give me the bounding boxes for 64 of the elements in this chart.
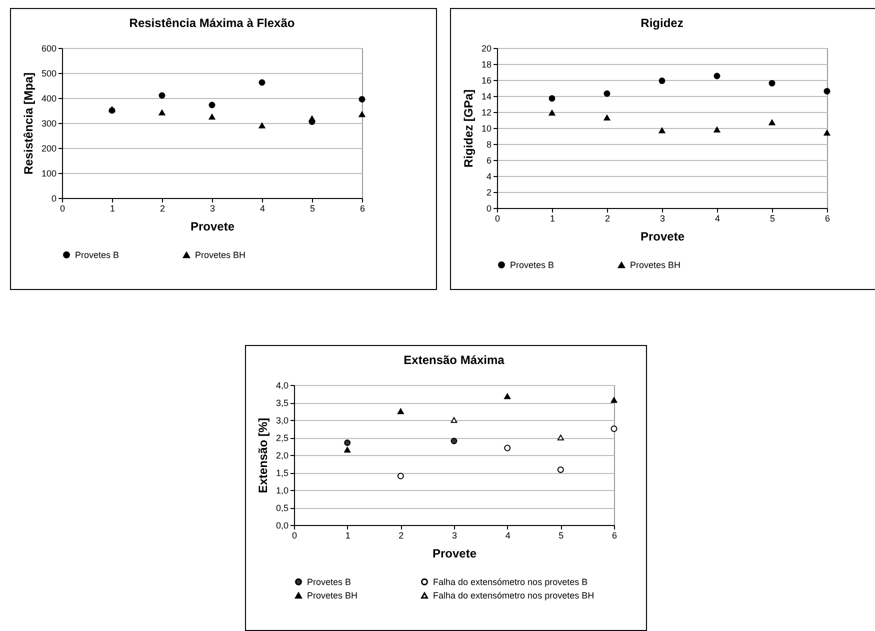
- legend-label: Provetes BH: [307, 590, 358, 600]
- chart-title: Extensão Máxima: [404, 353, 505, 367]
- y-tick-label: 8: [486, 140, 492, 150]
- x-tick-label: 1: [110, 204, 116, 214]
- x-tick-label: 3: [660, 214, 666, 224]
- legend-label: Provetes BH: [630, 260, 681, 270]
- x-tick-label: 5: [558, 530, 564, 540]
- chart-title: Resistência Máxima à Flexão: [129, 16, 295, 30]
- y-axis-title: Resistência [Mpa]: [21, 72, 36, 175]
- y-tick-label: 20: [481, 44, 492, 54]
- y-tick-label: 2,5: [276, 433, 288, 443]
- x-tick-label: 0: [60, 204, 66, 214]
- legend-label: Provetes B: [75, 250, 120, 260]
- x-tick-label: 6: [360, 204, 366, 214]
- x-tick-label: 6: [824, 214, 830, 224]
- x-tick-label: 0: [292, 530, 298, 540]
- x-tick-label: 4: [505, 530, 510, 540]
- y-tick-label: 10: [481, 124, 492, 134]
- y-tick-label: 400: [41, 94, 56, 104]
- x-tick-label: 1: [345, 530, 350, 540]
- y-tick-label: 3,5: [276, 398, 288, 408]
- x-tick-label: 5: [310, 204, 316, 214]
- x-tick-label: 3: [452, 530, 458, 540]
- chart-title: Rigidez: [640, 16, 684, 30]
- y-axis-title: Rigidez [GPa]: [461, 89, 476, 168]
- x-axis-title: Provete: [640, 230, 685, 244]
- y-tick-label: 0: [51, 194, 56, 204]
- x-tick-label: 2: [604, 214, 610, 224]
- y-tick-label: 12: [481, 108, 492, 118]
- y-tick-label: 2: [486, 188, 492, 198]
- y-tick-label: 100: [41, 168, 56, 178]
- legend-label: Provetes BH: [195, 250, 246, 260]
- y-tick-label: 300: [41, 118, 56, 128]
- legend-label: Falha do extensómetro nos provetes B: [433, 576, 588, 587]
- y-tick-label: 18: [481, 60, 492, 70]
- x-tick-label: 2: [160, 204, 166, 214]
- legend-label: Provetes B: [510, 260, 554, 270]
- y-tick-label: 600: [41, 44, 56, 54]
- y-tick-label: 4,0: [276, 380, 288, 390]
- y-tick-label: 16: [481, 76, 492, 86]
- x-tick-label: 2: [398, 530, 404, 540]
- y-tick-label: 6: [486, 156, 492, 166]
- y-tick-label: 0,0: [276, 520, 288, 530]
- y-tick-label: 1,5: [276, 468, 288, 478]
- x-tick-label: 3: [210, 204, 216, 214]
- y-tick-label: 2,0: [276, 450, 288, 460]
- y-tick-label: 14: [481, 92, 492, 102]
- y-tick-label: 4: [486, 172, 492, 182]
- y-axis-title: Extensão [%]: [256, 418, 270, 494]
- legend-label: Falha do extensómetro nos provetes BH: [433, 590, 594, 600]
- x-tick-label: 6: [612, 530, 618, 540]
- y-tick-label: 1,0: [276, 486, 288, 496]
- x-tick-label: 4: [260, 204, 266, 214]
- y-tick-label: 500: [41, 68, 56, 78]
- x-axis-title: Provete: [190, 220, 235, 234]
- y-tick-label: 0,5: [276, 503, 288, 513]
- legend-label: Provetes B: [307, 576, 352, 587]
- y-tick-label: 200: [41, 144, 56, 154]
- x-tick-label: 1: [550, 214, 556, 224]
- x-tick-label: 5: [770, 214, 776, 224]
- x-axis-title: Provete: [432, 546, 477, 560]
- y-tick-label: 3,0: [276, 416, 288, 426]
- x-tick-label: 0: [494, 214, 500, 224]
- x-tick-label: 4: [714, 214, 720, 224]
